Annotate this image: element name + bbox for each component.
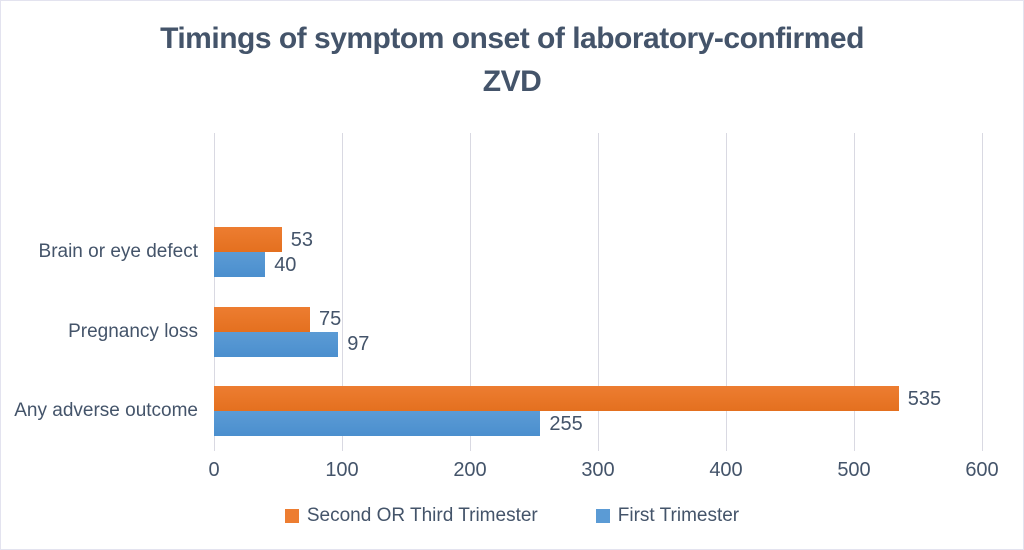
x-tick-label: 200	[453, 459, 487, 481]
bar	[214, 411, 541, 437]
x-tick-label: 500	[837, 459, 871, 481]
gridline	[726, 133, 727, 451]
gridline	[214, 133, 215, 451]
plot-area: 53 40 75 97 535 255	[214, 133, 983, 451]
bar	[214, 386, 899, 412]
gridline	[342, 133, 343, 451]
legend-label: Second OR Third Trimester	[306, 505, 538, 526]
bar-value-label: 255	[549, 412, 583, 435]
gridline	[854, 133, 855, 451]
gridline	[982, 133, 983, 451]
bar-value-label: 75	[319, 308, 342, 331]
category-label: Brain or eye defect	[38, 241, 198, 263]
bar-value-label: 53	[290, 228, 314, 251]
category-label: Any adverse outcome	[14, 400, 198, 422]
legend-item: Second OR Third Trimester	[284, 505, 538, 527]
chart-title-line1: Timings of symptom onset of laboratory-c…	[160, 22, 864, 55]
x-tick-label: 600	[965, 459, 999, 481]
gridline	[470, 133, 471, 451]
legend-swatch-icon	[595, 509, 610, 523]
x-tick-label: 0	[208, 459, 220, 481]
bar	[214, 252, 266, 278]
chart-title-line2: ZVD	[482, 65, 542, 98]
x-tick-label: 400	[709, 459, 743, 481]
bar-value-label: 535	[907, 387, 942, 410]
x-tick-label: 300	[581, 459, 615, 481]
legend-swatch-icon	[284, 509, 299, 523]
bar	[214, 227, 282, 253]
legend-item: First Trimester	[595, 505, 740, 527]
legend: Second OR Third Trimester First Trimester	[1, 505, 1023, 527]
legend-label: First Trimester	[617, 505, 740, 526]
gridline	[598, 133, 599, 451]
bar	[214, 306, 310, 332]
x-tick-label: 100	[325, 459, 359, 481]
bar-value-label: 97	[347, 333, 370, 356]
bar	[214, 331, 339, 357]
category-label: Pregnancy loss	[68, 320, 198, 342]
bar-value-label: 40	[274, 253, 297, 276]
chart-title: Timings of symptom onset of laboratory-c…	[1, 17, 1023, 103]
